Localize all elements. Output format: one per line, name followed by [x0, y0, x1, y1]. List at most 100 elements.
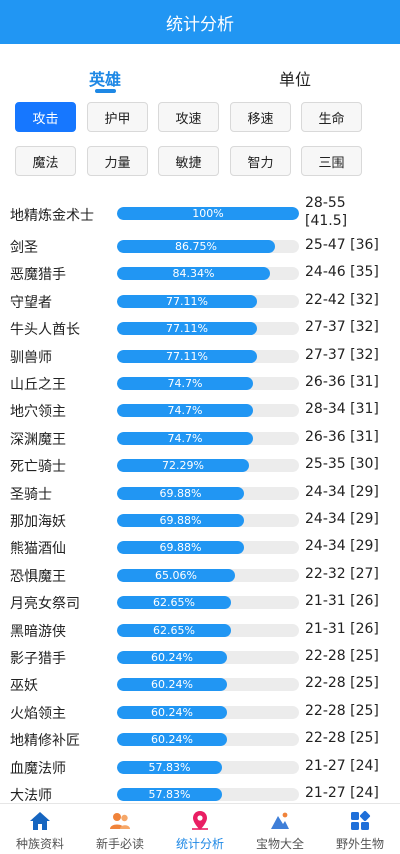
filter-agility[interactable]: 敏捷	[158, 146, 219, 176]
stat-bar-fill	[117, 651, 227, 664]
stat-percent-label: 100%	[192, 207, 224, 220]
stat-row[interactable]: 熊猫酒仙 69.88% 24-34 [29]	[0, 534, 400, 561]
nav-beginner-guide[interactable]: 新手必读	[80, 804, 160, 854]
stat-percent-label: 65.06%	[155, 568, 197, 582]
stat-row[interactable]: 守望者 77.11% 22-42 [32]	[0, 288, 400, 315]
stat-percent-label: 69.88%	[159, 541, 202, 555]
stat-bar-track: 100%	[117, 207, 299, 220]
stat-bar-track: 69.88%	[117, 486, 299, 500]
tab-units[interactable]: 单位	[279, 70, 312, 89]
filter-attack-speed[interactable]: 攻速	[158, 102, 219, 132]
stat-row[interactable]: 深渊魔王 74.7% 26-36 [31]	[0, 425, 400, 452]
stat-percent-label: 74.7%	[167, 404, 203, 418]
stat-row[interactable]: 血魔法师 57.83% 21-27 [24]	[0, 754, 400, 781]
stat-bar-track: 77.11%	[117, 349, 299, 363]
stat-bar-fill	[117, 541, 244, 555]
active-tab-indicator	[95, 89, 116, 93]
hero-name: 山丘之王	[10, 377, 66, 393]
filter-all-attributes[interactable]: 三围	[301, 146, 362, 176]
stat-bar-track: 65.06%	[117, 568, 299, 582]
stat-percent-label: 69.88%	[159, 514, 202, 527]
stat-percent-label: 60.24%	[151, 651, 193, 664]
stat-percent-label: 74.7%	[167, 377, 203, 390]
stat-bar-track: 60.24%	[117, 705, 299, 719]
stat-row[interactable]: 月亮女祭司 62.65% 21-31 [26]	[0, 589, 400, 616]
stat-bar-fill	[117, 514, 244, 527]
stat-bar-fill	[117, 459, 249, 473]
stat-bar-fill	[117, 760, 222, 774]
stat-range: 21-31 [26]	[305, 620, 379, 637]
hero-name: 血魔法师	[10, 760, 66, 777]
hero-name: 深渊魔王	[10, 431, 66, 448]
stat-percent-label: 57.83%	[148, 788, 191, 801]
stat-bar-track: 57.83%	[117, 760, 299, 774]
filter-mana[interactable]: 魔法	[15, 146, 76, 176]
stat-row[interactable]: 那加海妖 69.88% 24-34 [29]	[0, 507, 400, 534]
stat-row[interactable]: 黑暗游侠 62.65% 21-31 [26]	[0, 617, 400, 644]
stat-row[interactable]: 地精炼金术士 100% 28-55 [41.5]	[0, 192, 400, 233]
stat-bar-fill	[117, 240, 275, 253]
stat-row[interactable]: 牛头人酋长 77.11% 27-37 [32]	[0, 315, 400, 342]
stat-row[interactable]: 剑圣 86.75% 25-47 [36]	[0, 233, 400, 260]
stat-range-minmax: 28-55	[305, 195, 346, 211]
treasure-icon	[271, 812, 289, 829]
filter-strength[interactable]: 力量	[87, 146, 148, 176]
page-title: 统计分析	[166, 14, 234, 35]
hero-stat-list[interactable]: 地精炼金术士 100% 28-55 [41.5] 剑圣 86.75% 25-47 [36] 恶…	[0, 192, 400, 802]
stat-bar-fill	[117, 267, 270, 281]
filter-move-speed[interactable]: 移速	[230, 102, 291, 132]
stat-percent-label: 62.65%	[153, 596, 195, 610]
stat-row[interactable]: 大法师 57.83% 21-27 [24]	[0, 781, 400, 802]
stat-bar-fill	[117, 623, 231, 637]
bottom-nav: 种族资料 新手必读 统计分析 宝物大全 野外生物	[0, 803, 400, 853]
stat-bar-track: 57.83%	[117, 788, 299, 801]
stat-range: 22-28 [25]	[305, 675, 379, 692]
stat-row[interactable]: 圣骑士 69.88% 24-34 [29]	[0, 480, 400, 507]
stat-row[interactable]: 死亡骑士 72.29% 25-35 [30]	[0, 452, 400, 479]
stat-row[interactable]: 山丘之王 74.7% 26-36 [31]	[0, 370, 400, 397]
stat-range-average: [41.5]	[305, 213, 348, 229]
hero-name: 地精修补匠	[10, 733, 80, 750]
stat-range: 21-27 [24]	[305, 785, 379, 801]
stat-percent-label: 69.88%	[159, 486, 202, 500]
stat-bar-track: 62.65%	[117, 596, 299, 610]
grid-icon	[351, 810, 371, 830]
nav-wild-creatures[interactable]: 野外生物	[320, 804, 400, 854]
stat-range: 25-47 [36]	[305, 237, 379, 253]
hero-name: 巫妖	[10, 678, 38, 695]
nav-label: 种族资料	[15, 837, 64, 851]
stat-range: 24-34 [29]	[305, 538, 379, 555]
stat-range: 26-36 [31]	[305, 428, 379, 445]
stat-bar-fill	[117, 486, 244, 500]
stat-bar-track: 60.24%	[117, 733, 299, 747]
stat-range: 25-35 [30]	[305, 456, 379, 473]
hero-name: 黑暗游侠	[10, 623, 66, 640]
app-header: 统计分析	[0, 0, 400, 44]
stat-row[interactable]: 影子猎手 60.24% 22-28 [25]	[0, 644, 400, 671]
stat-row[interactable]: 地穴领主 74.7% 28-34 [31]	[0, 397, 400, 424]
hero-name: 恶魔猎手	[10, 267, 66, 284]
stat-range: 24-46 [35]	[305, 264, 379, 281]
nav-label: 统计分析	[175, 837, 224, 851]
hero-name: 影子猎手	[10, 651, 66, 667]
stat-row[interactable]: 巫妖 60.24% 22-28 [25]	[0, 671, 400, 698]
stat-row[interactable]: 恶魔猎手 84.34% 24-46 [35]	[0, 260, 400, 287]
home-icon	[30, 812, 50, 830]
stat-row[interactable]: 地精修补匠 60.24% 22-28 [25]	[0, 726, 400, 753]
hero-name: 守望者	[10, 294, 52, 311]
nav-statistics[interactable]: 统计分析	[160, 804, 240, 854]
hero-name: 地穴领主	[10, 404, 66, 421]
stat-row[interactable]: 驯兽师 77.11% 27-37 [32]	[0, 343, 400, 370]
nav-treasures[interactable]: 宝物大全	[240, 804, 320, 854]
stat-range: 22-28 [25]	[305, 648, 379, 664]
stat-bar-fill	[117, 207, 299, 220]
location-pin-icon	[192, 811, 208, 830]
nav-race-info[interactable]: 种族资料	[0, 804, 80, 854]
filter-intelligence[interactable]: 智力	[230, 146, 291, 176]
stat-row[interactable]: 恐惧魔王 65.06% 22-32 [27]	[0, 562, 400, 589]
filter-hp[interactable]: 生命	[301, 102, 362, 132]
tab-heroes[interactable]: 英雄	[89, 70, 122, 89]
filter-attack[interactable]: 攻击	[15, 102, 76, 132]
filter-armor[interactable]: 护甲	[87, 102, 148, 132]
stat-row[interactable]: 火焰领主 60.24% 22-28 [25]	[0, 699, 400, 726]
